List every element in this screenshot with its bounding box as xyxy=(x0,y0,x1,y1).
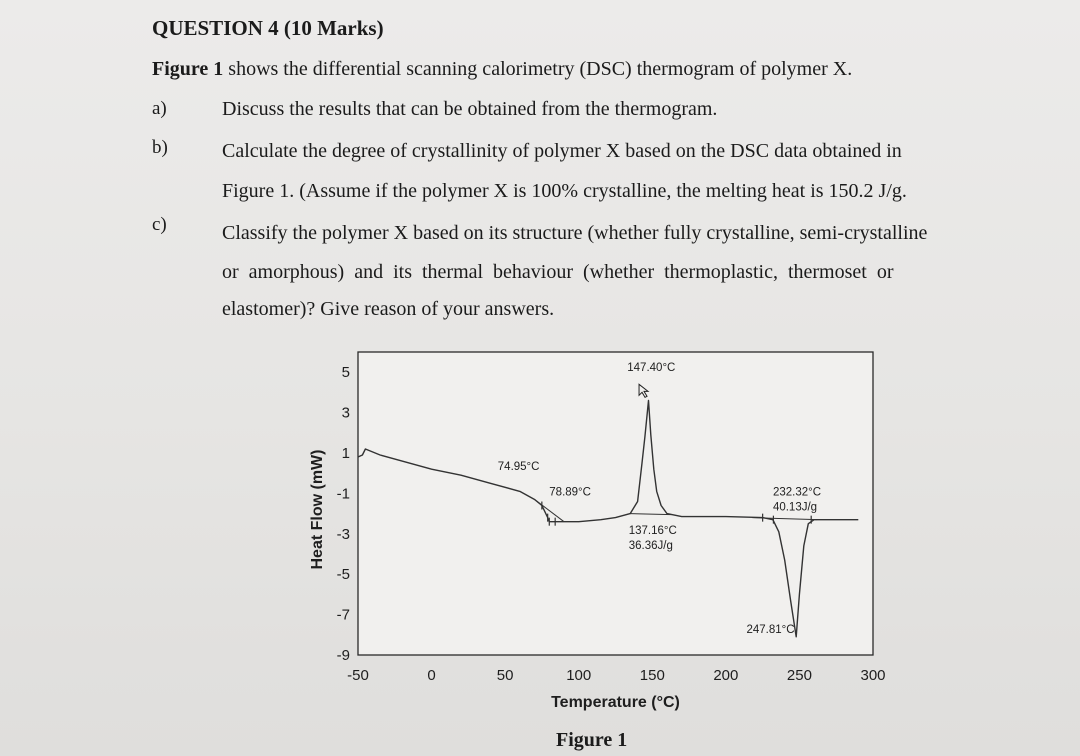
y-tick-label: -1 xyxy=(337,485,350,502)
x-tick-label: 100 xyxy=(566,667,591,684)
y-axis-label: Heat Flow (mW) xyxy=(309,450,326,570)
dsc-thermogram-chart: -50 0 50 100 150 200 250 300 5 3 1 -1 -3 -5 -7 -9 Temper… xyxy=(298,340,888,750)
x-tick-label: 250 xyxy=(787,667,812,684)
y-tick-label: -5 xyxy=(337,566,350,583)
question-title: QUESTION 4 (10 Marks) xyxy=(152,16,384,40)
x-tick-label: 150 xyxy=(640,667,665,684)
dsc-chart-svg: -50 0 50 100 150 200 250 300 5 3 1 -1 -3 -5 -7 -9 Temper… xyxy=(309,351,886,711)
x-tick-label: 0 xyxy=(427,667,435,684)
crystallization-temperature-label: 137.16°C xyxy=(629,525,677,537)
part-c-text-line3: elastomer)? Give reason of your answers. xyxy=(222,298,555,320)
figure-caption: Figure 1 xyxy=(556,729,628,751)
peak-temperature-label: 147.40°C xyxy=(627,362,675,374)
x-tick-label: 200 xyxy=(713,667,738,684)
y-tick-label: -7 xyxy=(337,607,350,624)
crystallization-enthalpy-label: 36.36J/g xyxy=(629,540,673,552)
melting-enthalpy-label: 40.13J/g xyxy=(773,502,817,514)
melting-onset-label: 232.32°C xyxy=(773,486,821,498)
y-tick-label: 1 xyxy=(342,445,350,462)
y-tick-label: 5 xyxy=(342,364,350,381)
part-b-text-line1: Calculate the degree of crystallinity of… xyxy=(222,140,902,162)
part-c-text-line2: or amorphous) and its thermal behaviour … xyxy=(222,261,894,283)
part-a-text: Discuss the results that can be obtained… xyxy=(222,98,718,120)
transition-midpoint-label: 78.89°C xyxy=(549,486,591,498)
x-axis-label: Temperature (°C) xyxy=(551,694,680,711)
y-tick-label: -3 xyxy=(337,526,350,543)
glass-transition-tangent xyxy=(534,499,565,523)
x-tick-label: 300 xyxy=(860,667,885,684)
x-tick-label: 50 xyxy=(497,667,514,684)
crystallization-baseline xyxy=(630,513,672,516)
part-c-label: c) xyxy=(152,214,167,235)
y-tick-label: 3 xyxy=(342,405,350,422)
figure-reference: Figure 1 xyxy=(152,58,224,80)
x-tick-label: -50 xyxy=(347,667,369,684)
series-line-0 xyxy=(357,399,859,638)
part-c-text-line1: Classify the polymer X based on its stru… xyxy=(222,222,928,244)
question-intro: Figure 1 shows the differential scanning… xyxy=(152,58,852,81)
mouse-cursor-icon xyxy=(638,383,650,398)
melting-peak-label: 247.81°C xyxy=(746,624,794,636)
onset-temperature-label: 74.95°C xyxy=(498,461,540,473)
part-a-label: a) xyxy=(152,98,167,119)
plot-frame xyxy=(357,351,874,656)
part-b-text-line2: Figure 1. (Assume if the polymer X is 10… xyxy=(222,180,907,202)
y-tick-label: -9 xyxy=(337,647,350,664)
intro-text: shows the differential scanning calorime… xyxy=(223,58,853,80)
melting-baseline xyxy=(752,517,818,521)
part-b-label: b) xyxy=(152,137,168,158)
